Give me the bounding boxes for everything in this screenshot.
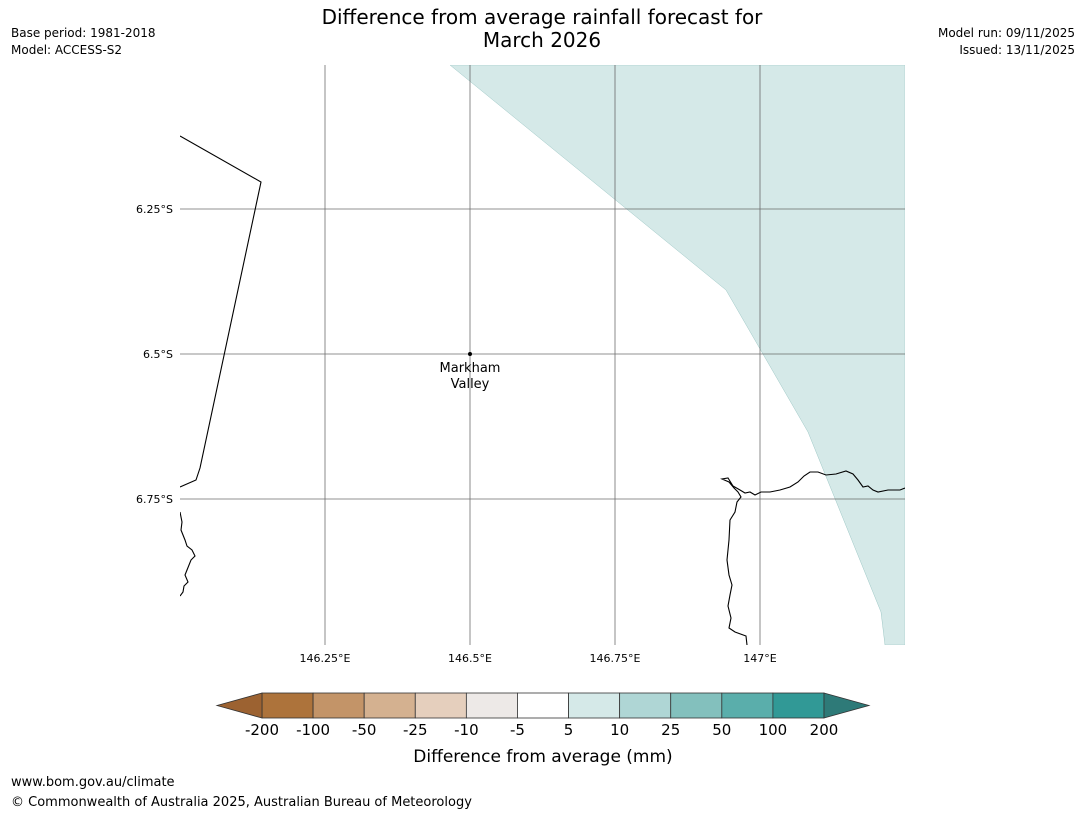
lon-label: 147°E (743, 652, 776, 665)
colorbar-bins (261, 692, 825, 719)
map-title: Difference from average rainfall forecas… (292, 6, 792, 52)
markham-valley-marker (468, 352, 472, 356)
lon-label: 146.75°E (590, 652, 641, 665)
colorbar-bin (414, 692, 467, 719)
lat-label: 6.75°S (136, 493, 173, 506)
longitude-labels: 146.25°E 146.5°E 146.75°E 147°E (300, 652, 777, 665)
title-line-2: March 2026 (482, 28, 602, 52)
colorbar-tick-label: -200 (245, 721, 279, 739)
map-area: Markham Valley (180, 65, 905, 645)
colorbar-bin (465, 692, 518, 719)
colorbar-legend: -200 -100 -50 -25 -10 -5 5 10 25 50 100 200 Differe… (215, 692, 871, 767)
place-label-line1: Markham (440, 361, 501, 376)
colorbar-tick-label: -5 (510, 721, 525, 739)
place-label-line2: Valley (451, 377, 490, 392)
colorbar-tick-labels: -200 -100 -50 -25 -10 -5 5 10 25 50 100 200 (245, 721, 838, 739)
model-info: Base period: 1981-2018 Model: ACCESS-S2 (11, 25, 156, 59)
coastline-left (180, 511, 196, 597)
colorbar-bin (670, 692, 723, 719)
colorbar-bin (261, 692, 314, 719)
run-info: Model run: 09/11/2025 Issued: 13/11/2025 (938, 25, 1075, 59)
base-period-text: Base period: 1981-2018 (11, 26, 156, 40)
colorbar-bin (517, 692, 569, 719)
colorbar-tick-label: 10 (610, 721, 629, 739)
title-line-1: Difference from average rainfall forecas… (321, 5, 763, 29)
colorbar-bin (772, 692, 825, 719)
colorbar-bin (363, 692, 416, 719)
lon-label: 146.25°E (300, 652, 351, 665)
lon-label: 146.5°E (448, 652, 492, 665)
colorbar-title: Difference from average (mm) (413, 747, 672, 767)
colorbar-bin (721, 692, 774, 719)
colorbar-tick-label: -25 (403, 721, 428, 739)
colorbar-tick-label: 100 (759, 721, 788, 739)
colorbar-tick-label: -50 (352, 721, 377, 739)
footer-url: www.bom.gov.au/climate (11, 775, 175, 790)
colorbar-tick-label: 50 (712, 721, 731, 739)
footer-copyright: © Commonwealth of Australia 2025, Austra… (11, 795, 472, 810)
coastline-right (720, 470, 905, 645)
lat-label: 6.25°S (136, 203, 173, 216)
latitude-labels: 6.25°S 6.5°S 6.75°S (136, 203, 173, 506)
colorbar-tick-label: -100 (296, 721, 330, 739)
colorbar-tick-label: 5 (564, 721, 574, 739)
colorbar-bin (619, 692, 672, 719)
region-boundary (180, 135, 262, 488)
boundaries (180, 135, 905, 645)
issued-text: Issued: 13/11/2025 (959, 43, 1075, 57)
colorbar-extend-high (823, 692, 871, 719)
lat-label: 6.5°S (143, 348, 173, 361)
model-text: Model: ACCESS-S2 (11, 43, 123, 57)
colorbar-extend-low (215, 692, 263, 719)
colorbar-tick-label: 200 (810, 721, 839, 739)
colorbar-bin (312, 692, 365, 719)
forecast-shaded-region (449, 65, 905, 645)
colorbar-tick-label: -10 (454, 721, 479, 739)
model-run-text: Model run: 09/11/2025 (937, 26, 1075, 40)
colorbar-tick-label: 25 (661, 721, 680, 739)
colorbar-bin (568, 692, 621, 719)
